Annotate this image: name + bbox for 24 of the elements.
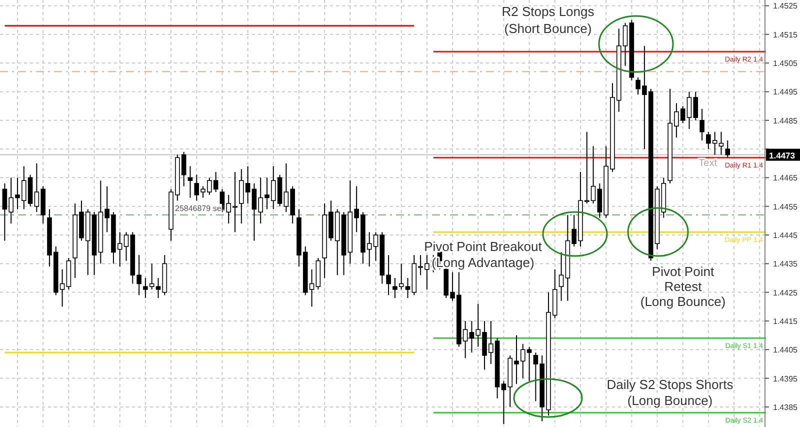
annotation: Text [698,158,718,169]
y-tick-label: 1.4525 [773,2,798,11]
annotation: R2 Stops Longs (Short Bounce) [502,4,595,36]
y-tick-label: 1.4485 [773,116,798,126]
y-tick-label: 1.4465 [773,174,798,183]
candlestick [700,108,704,141]
y-tick-label: 1.4415 [773,316,798,326]
y-tick-label: 1.4445 [773,230,798,240]
candlestick [188,166,193,198]
candlestick [558,252,564,302]
candlestick [718,131,724,156]
y-tick-label: 1.4395 [773,374,798,384]
annotation: Pivot Point Retest (Long Bounce) [640,264,726,309]
y-tick-label: 1.4425 [773,288,798,298]
y-tick-label: 1.4505 [773,59,798,68]
annotation: Daily S2 Stops Shorts (Long Bounce) [606,377,734,408]
y-tick-label: 1.4515 [773,30,798,40]
y-tick-label: 1.4435 [773,260,798,269]
y-tick-label: 1.4495 [773,88,798,97]
ref-line-label: 1.4473 [769,150,796,160]
y-tick-label: 1.4385 [773,402,798,412]
y-tick-label: 1.4405 [773,346,798,355]
y-tick-label: 1.4455 [773,202,798,212]
candlestick [725,140,730,158]
